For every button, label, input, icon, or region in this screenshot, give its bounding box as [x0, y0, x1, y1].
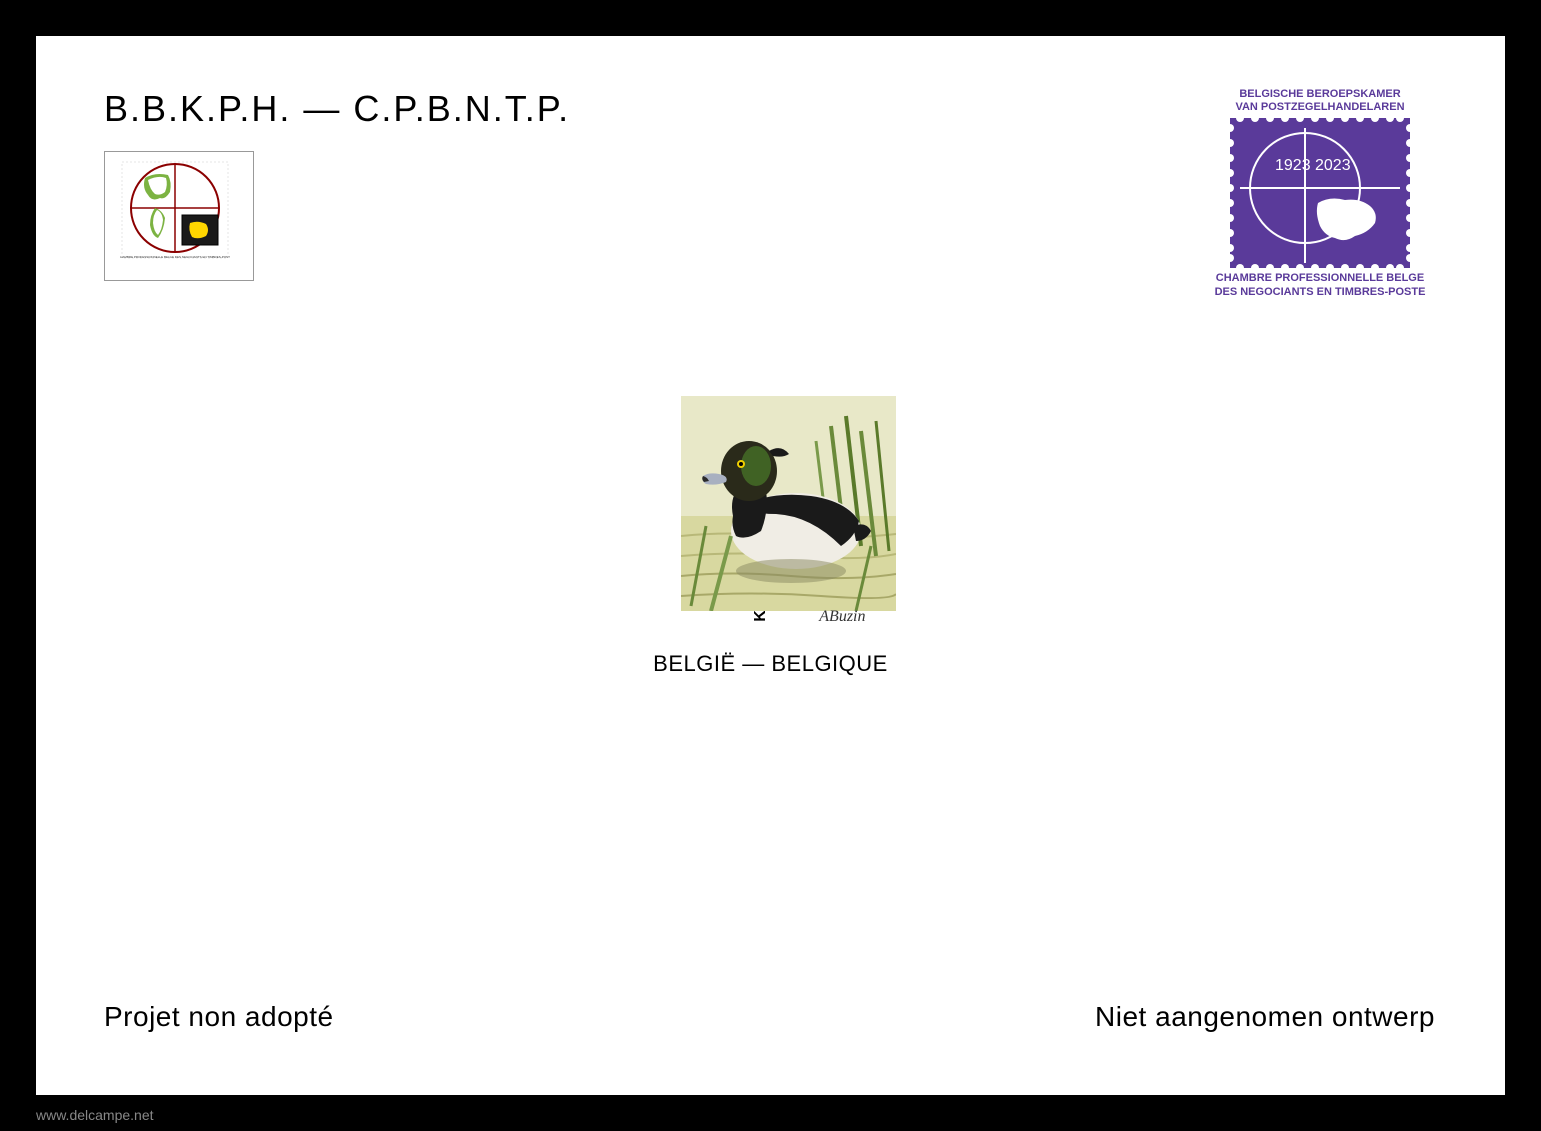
logo-right-bottom-line2: DES NEGOCIANTS EN TIMBRES-POSTE	[1215, 286, 1426, 298]
logo-right-top-line1: BELGISCHE BEROEPSKAMER	[1239, 88, 1400, 100]
logo-left-frame: CHAMBRE PROFESSIONNELLE BELGE DES NEGOCI…	[104, 151, 254, 281]
tufted-duck-icon	[681, 396, 896, 611]
logo-right-stamp: 1923 2023	[1230, 118, 1410, 268]
header-title: B.B.K.P.H. — C.P.B.N.T.P.	[104, 88, 570, 130]
logo-right-top-text: BELGISCHE BEROEPSKAMER VAN POSTZEGELHAND…	[1205, 88, 1435, 114]
footer-right-text: Niet aangenomen ontwerp	[1095, 1001, 1435, 1033]
center-stamp: Kuifeend - Fuligule morillon	[646, 396, 896, 677]
logo-right-bottom-text: CHAMBRE PROFESSIONNELLE BELGE DES NEGOCI…	[1205, 272, 1435, 298]
logo-right-top-line2: VAN POSTZEGELHANDELAREN	[1235, 101, 1404, 113]
watermark-text: www.delcampe.net	[36, 1107, 154, 1123]
logo-right: BELGISCHE BEROEPSKAMER VAN POSTZEGELHAND…	[1205, 88, 1435, 299]
year-left-text: 1923	[1275, 157, 1311, 174]
year-right-text: 2023	[1315, 157, 1351, 174]
stamp-proof-card: B.B.K.P.H. — C.P.B.N.T.P.	[36, 36, 1505, 1095]
globe-icon: CHAMBRE PROFESSIONNELLE BELGE DES NEGOCI…	[120, 160, 230, 260]
svg-text:CHAMBRE PROFESSIONNELLE BELGE: CHAMBRE PROFESSIONNELLE BELGE DES NEGOCI…	[120, 255, 230, 259]
purple-stamp-icon: 1923 2023	[1230, 118, 1410, 268]
logo-left: CHAMBRE PROFESSIONNELLE BELGE DES NEGOCI…	[104, 151, 254, 281]
duck-illustration	[681, 396, 896, 611]
stamp-country-label: BELGIË — BELGIQUE	[646, 651, 896, 677]
stamp-image-container: Kuifeend - Fuligule morillon	[646, 396, 896, 636]
logo-right-bottom-line1: CHAMBRE PROFESSIONNELLE BELGE	[1216, 272, 1424, 284]
footer-left-text: Projet non adopté	[104, 1001, 334, 1033]
artist-signature: ABuzin	[819, 608, 865, 626]
